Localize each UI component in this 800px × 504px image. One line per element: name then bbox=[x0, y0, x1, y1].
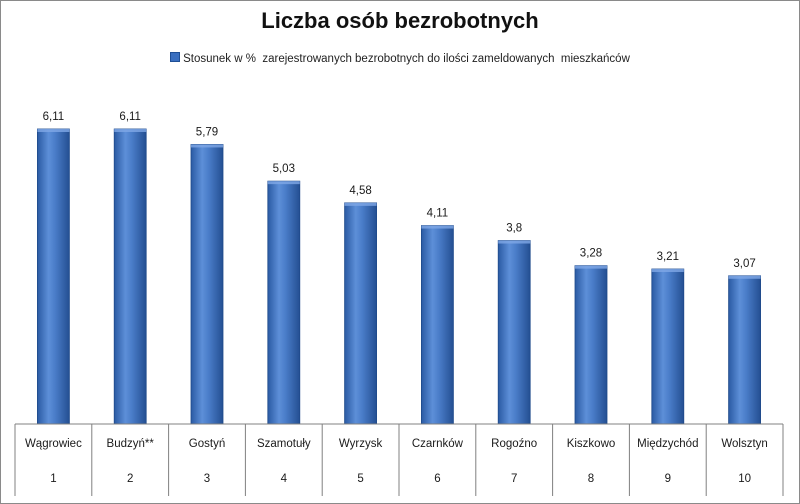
bar-2 bbox=[113, 128, 147, 425]
legend-label: Stosunek w % zarejestrowanych bezrobotny… bbox=[183, 53, 630, 65]
category-label-1: Wągrowiec bbox=[25, 438, 82, 450]
value-label-3: 5,79 bbox=[196, 126, 218, 138]
rank-label-1: 1 bbox=[50, 473, 56, 485]
bar-cap-8 bbox=[575, 265, 607, 269]
category-label-4: Szamotuły bbox=[257, 438, 311, 450]
category-axis bbox=[14, 423, 784, 496]
bar-4 bbox=[267, 180, 301, 425]
bar-cap-10 bbox=[728, 275, 761, 279]
value-label-9: 3,21 bbox=[657, 251, 679, 263]
legend-swatch bbox=[170, 52, 181, 62]
bar-10 bbox=[728, 275, 761, 425]
rank-label-9: 9 bbox=[665, 473, 671, 485]
chart-title: Liczba osób bezrobotnych bbox=[261, 8, 539, 33]
value-label-7: 3,8 bbox=[506, 223, 522, 235]
bar-6 bbox=[420, 225, 454, 425]
value-label-6: 4,11 bbox=[427, 208, 449, 220]
category-label-7: Rogoźno bbox=[491, 438, 537, 450]
value-label-10: 3,07 bbox=[733, 258, 755, 270]
rank-label-10: 10 bbox=[738, 473, 751, 485]
bar-cap-5 bbox=[344, 202, 377, 206]
labels-group: 6,11 Wągrowiec 1 6,11 Budzyń** 2 5,79 Gostyń 3 5,… bbox=[25, 111, 768, 485]
rank-label-4: 4 bbox=[281, 473, 288, 485]
value-label-2: 6,11 bbox=[119, 111, 141, 123]
category-label-10: Wolsztyn bbox=[721, 438, 767, 450]
value-label-5: 4,58 bbox=[349, 185, 371, 197]
bar-cap-2 bbox=[114, 129, 147, 132]
rank-label-7: 7 bbox=[511, 473, 517, 485]
category-label-6: Czarnków bbox=[412, 438, 464, 450]
bar-cap-3 bbox=[191, 144, 223, 148]
bar-5 bbox=[344, 202, 378, 425]
category-label-2: Budzyń** bbox=[107, 438, 155, 450]
rank-label-2: 2 bbox=[127, 473, 133, 485]
category-label-9: Międzychód bbox=[637, 438, 698, 450]
bar-cap-1 bbox=[37, 129, 70, 132]
bar-3 bbox=[190, 144, 224, 425]
bar-cap-7 bbox=[498, 240, 531, 244]
rank-label-6: 6 bbox=[434, 473, 440, 485]
rank-label-5: 5 bbox=[357, 473, 363, 485]
value-label-1: 6,11 bbox=[43, 111, 65, 123]
bar-1 bbox=[37, 128, 70, 425]
bar-9 bbox=[651, 268, 685, 425]
category-label-8: Kiszkowo bbox=[567, 438, 616, 450]
bar-cap-9 bbox=[651, 269, 684, 273]
rank-label-3: 3 bbox=[204, 473, 210, 485]
category-label-3: Gostyń bbox=[189, 438, 225, 450]
category-label-5: Wyrzysk bbox=[339, 438, 383, 450]
bars-group bbox=[37, 128, 761, 425]
bar-7 bbox=[497, 240, 531, 425]
value-label-4: 5,03 bbox=[273, 163, 295, 175]
value-label-8: 3,28 bbox=[580, 248, 602, 260]
bar-8 bbox=[574, 265, 608, 425]
rank-label-8: 8 bbox=[588, 473, 594, 485]
bar-cap-4 bbox=[267, 181, 300, 185]
chart-legend: Stosunek w % zarejestrowanych bezrobotny… bbox=[0, 52, 800, 65]
bar-cap-6 bbox=[421, 225, 454, 229]
